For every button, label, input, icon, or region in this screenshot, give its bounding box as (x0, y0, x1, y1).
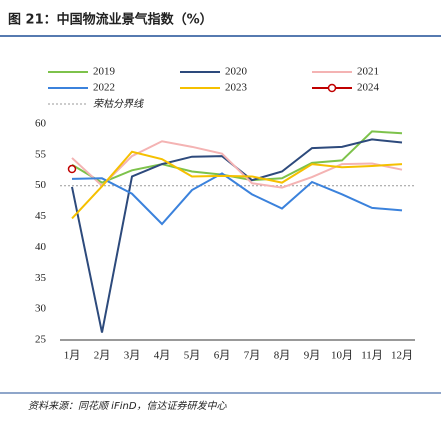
legend-label: 2019 (93, 66, 116, 78)
x-tick-label: 6月 (214, 350, 231, 362)
y-tick-label: 25 (35, 334, 47, 346)
y-tick-label: 50 (35, 179, 47, 191)
y-tick-label: 55 (35, 148, 47, 160)
x-tick-label: 5月 (184, 350, 201, 362)
x-tick-label: 7月 (244, 350, 261, 362)
x-tick-label: 12月 (391, 350, 413, 362)
x-tick-label: 11月 (361, 350, 383, 362)
chart-title: 图 21：中国物流业景气指数（%） (8, 12, 213, 28)
source: 资料来源：同花顺 iFinD，信达证券研发中心 (28, 400, 228, 412)
x-tick-label: 8月 (274, 350, 291, 362)
point-marker (67, 164, 77, 174)
legend-label: 2024 (357, 82, 380, 94)
legend-label: 2021 (357, 66, 379, 78)
series-line (71, 140, 403, 189)
legend-marker (327, 83, 337, 93)
legend-label: 2020 (225, 66, 248, 78)
x-tick-label: 9月 (304, 350, 321, 362)
x-tick-label: 4月 (154, 350, 171, 362)
legend-label: 2022 (93, 82, 115, 94)
y-tick-label: 40 (35, 241, 47, 253)
y-tick-label: 45 (35, 210, 47, 222)
y-tick-label: 30 (35, 303, 47, 315)
x-tick-label: 10月 (331, 350, 353, 362)
y-tick-label: 60 (35, 118, 47, 130)
series-line (71, 150, 403, 220)
x-tick-label: 1月 (64, 350, 81, 362)
series-line (71, 130, 403, 184)
x-tick-label: 3月 (124, 350, 141, 362)
y-tick-label: 35 (35, 272, 47, 284)
legend-label: 荣枯分界线 (93, 98, 144, 110)
legend-label: 2023 (225, 82, 248, 94)
series-line (71, 172, 403, 226)
x-tick-label: 2月 (94, 350, 111, 362)
